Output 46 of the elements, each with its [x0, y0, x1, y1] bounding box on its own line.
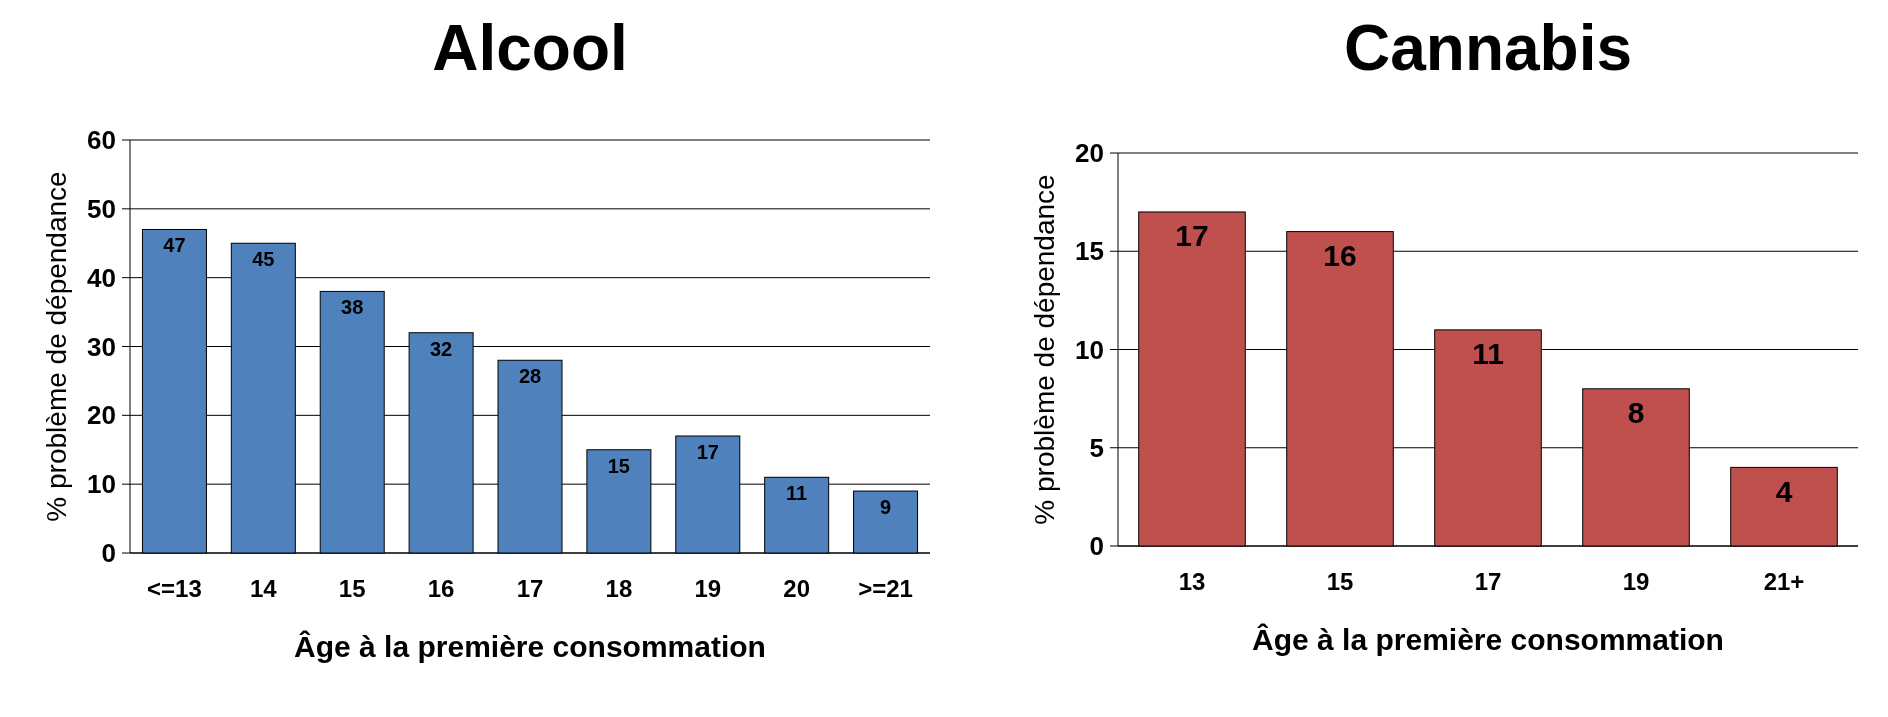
data-label: 28 — [518, 365, 542, 388]
x-tick-label: 20 — [783, 575, 811, 602]
x-tick-label: 16 — [427, 575, 455, 602]
y-axis-title: % problème de dépendance — [41, 171, 72, 522]
chart-title: Alcool — [432, 12, 628, 84]
chart-title: Cannabis — [1343, 12, 1633, 84]
y-axis-title: % problème de dépendance — [1029, 174, 1060, 525]
y-tick-label: 0 — [101, 538, 116, 569]
x-axis-title: Âge à la première consommation — [1252, 623, 1724, 656]
y-tick-label: 40 — [87, 262, 116, 293]
y-tick-label: 60 — [87, 125, 116, 156]
x-tick-label: 21+ — [1763, 568, 1805, 595]
x-tick-label: 17 — [516, 575, 544, 602]
y-tick-label: 10 — [1075, 334, 1104, 365]
y-tick-label: 50 — [87, 193, 116, 224]
data-label: 4 — [1775, 474, 1793, 508]
data-label: 9 — [879, 496, 892, 519]
x-tick-label: 19 — [1622, 568, 1650, 595]
x-tick-label: >=21 — [858, 575, 913, 602]
x-tick-label: 15 — [1326, 568, 1354, 595]
x-tick-label: 13 — [1178, 568, 1206, 595]
data-label: 45 — [252, 248, 275, 271]
data-label: 47 — [163, 234, 186, 257]
data-label: 15 — [607, 454, 631, 477]
x-tick-label: 17 — [1474, 568, 1502, 595]
data-label: 32 — [429, 337, 453, 360]
data-label: 38 — [341, 296, 364, 319]
y-tick-label: 5 — [1089, 432, 1104, 463]
data-label: 11 — [786, 482, 808, 505]
x-tick-label: 19 — [694, 575, 722, 602]
data-label: 17 — [1175, 219, 1209, 253]
x-tick-label: <=13 — [147, 575, 202, 602]
x-tick-label: 18 — [605, 575, 633, 602]
x-tick-label: 14 — [249, 575, 278, 602]
y-tick-label: 0 — [1089, 531, 1104, 562]
data-label: 8 — [1627, 396, 1645, 430]
x-axis-title: Âge à la première consommation — [294, 630, 766, 663]
data-label: 16 — [1323, 239, 1357, 273]
x-tick-label: 15 — [338, 575, 366, 602]
y-tick-label: 15 — [1075, 236, 1104, 267]
y-tick-label: 20 — [87, 400, 116, 431]
y-tick-label: 10 — [87, 469, 116, 500]
data-label: 11 — [1472, 337, 1504, 371]
y-tick-label: 20 — [1075, 138, 1104, 169]
y-tick-label: 30 — [87, 331, 116, 362]
data-label: 17 — [696, 440, 719, 463]
